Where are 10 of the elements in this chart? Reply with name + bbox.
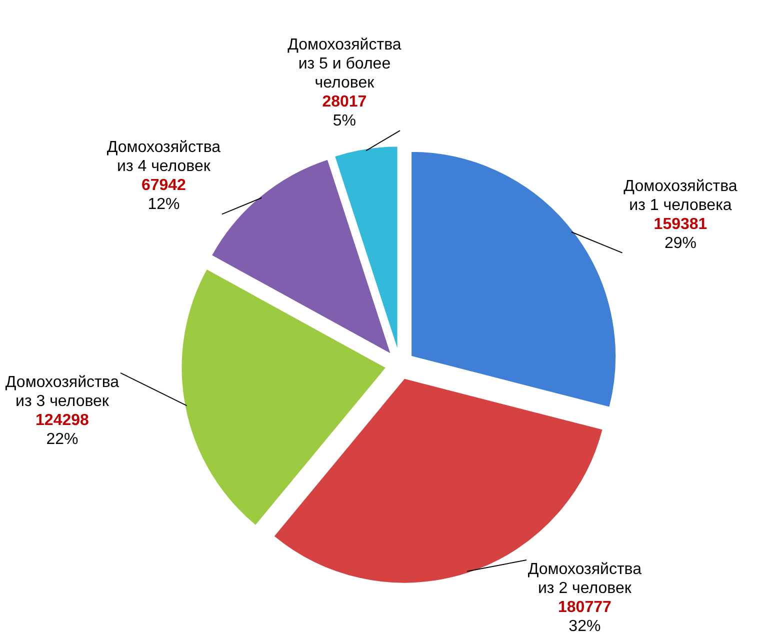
slice-label: Домохозяйства из 1 человека: [624, 178, 738, 214]
data-label: 28017 5%: [322, 94, 367, 130]
data-label: 159381 29%: [654, 216, 708, 252]
data-label: 67942 12%: [141, 177, 186, 214]
slice-label: Домохозяйства из 2 человек: [528, 561, 642, 598]
slice-label: Домохозяйства из 5 и более человек: [288, 36, 402, 92]
slice-label: Домохозяйства из 3 человек: [5, 374, 120, 410]
slice-label: Домохозяйства из 4 человек: [106, 139, 221, 176]
data-label: 124298 22%: [36, 412, 90, 448]
data-label: 180777 32%: [558, 599, 612, 636]
